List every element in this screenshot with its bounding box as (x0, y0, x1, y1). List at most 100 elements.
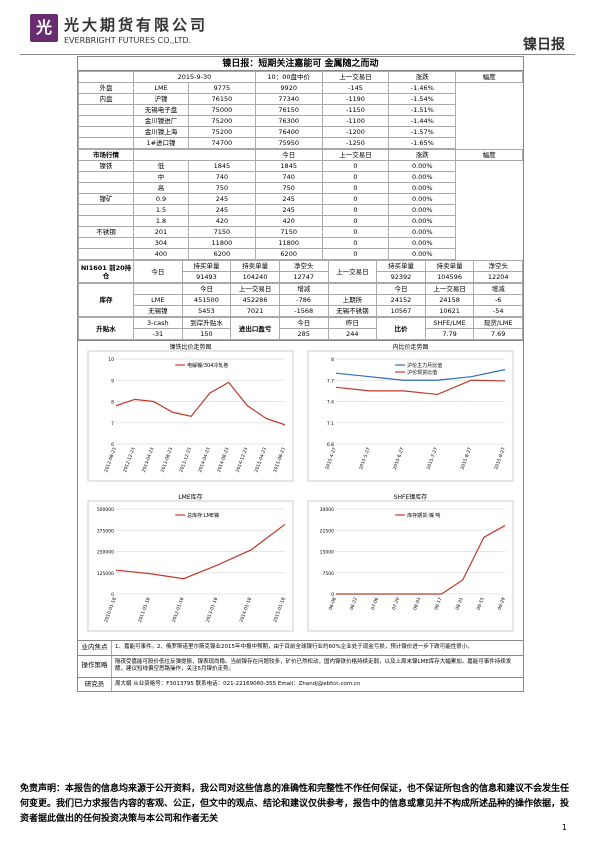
researcher-key: 研究员 (78, 677, 112, 691)
cell: 76150 (188, 93, 256, 105)
legend-label: 电解镍/304冷轧卷 (187, 362, 228, 369)
cell: 104596 (424, 271, 475, 283)
col-header: 上一交易日 (321, 149, 390, 161)
x-tick-label: 09-15 (476, 597, 486, 611)
researcher-row: 研究员 周大娟 从业资格号：F3013795 联系电话：021-22169060… (78, 676, 523, 691)
cell: 不锈钢 (78, 226, 134, 238)
report-title: 镍日报：短期关注嘉能可 金属随之而动 (78, 57, 523, 71)
cell: 0 (321, 182, 390, 194)
y-tick-label: 6.8 (327, 442, 334, 448)
cell: 76400 (254, 126, 323, 138)
cell: 245 (254, 193, 323, 205)
cell: -1200 (321, 126, 390, 138)
cell: 无锡镍 (133, 305, 183, 317)
cell: 低 (133, 160, 189, 172)
cell: 7.79 (424, 328, 475, 340)
y-tick-label: 6 (111, 442, 114, 448)
cell: 镍铁 (78, 160, 134, 172)
chart-title: SHFE镍库存 (394, 493, 428, 501)
cell: -1190 (321, 93, 390, 105)
cell: 0.9 (133, 193, 189, 205)
cell: 9920 (254, 82, 323, 94)
col-header: 进出口盈亏 (230, 317, 280, 340)
spot-table: 市场行情 今日 上一交易日 涨跌 幅度 镍铁低 1845 1845 0 0.00% 中 74… (78, 149, 523, 260)
cell: 400 (133, 248, 189, 260)
cell: 中 (133, 171, 189, 183)
col-header: 增减 (278, 283, 329, 295)
col-header: 涨跌 (388, 149, 457, 161)
chart-title: LME库存 (178, 493, 202, 501)
col-header: 到岸升贴水 (181, 317, 232, 329)
y-tick-label: 250000 (97, 550, 114, 556)
cell: 77340 (254, 93, 323, 105)
cell: 24158 (424, 294, 475, 306)
cell: -1100 (321, 115, 390, 127)
cell: 0.00% (388, 182, 457, 194)
cell: 0 (321, 215, 390, 227)
premium-table: 升贴水 3-cash 到岸升贴水 进出口盈亏 今日 昨日 比价 SHFE/LME… (78, 317, 523, 340)
cell: 高 (133, 182, 189, 194)
cell: 740 (254, 171, 323, 183)
cell: 76150 (254, 104, 323, 116)
strategy-key: 操作策略 (78, 655, 112, 677)
cell: 0 (321, 171, 390, 183)
spacer (78, 71, 134, 83)
cell: 0.00% (388, 226, 457, 238)
chart-frame (307, 500, 514, 632)
x-tick-label: 08-31 (455, 597, 465, 611)
page-header: 光 光大期货有限公司 EVERBRIGHT FUTURES CO.,LTD. 镍… (0, 0, 595, 56)
col-header: 幅度 (455, 71, 523, 83)
x-tick-label: 06-08 (328, 597, 338, 611)
cell (78, 248, 134, 260)
x-tick-label: 08-17 (433, 597, 443, 611)
cell: 0.00% (388, 215, 457, 227)
col-header: 今日 (376, 283, 426, 295)
pos-today: 今日 (133, 260, 183, 283)
cell: -1250 (321, 137, 390, 149)
col-header: 上一交易日 (230, 283, 280, 295)
news-row: 业内焦点 1、嘉能可事件。2、俄罗斯诺里尔斯克镍业2015年中报中预期，由于目前… (78, 640, 523, 655)
cell: 0.00% (388, 237, 457, 249)
cell: 91493 (181, 271, 232, 283)
cell: 245 (188, 204, 256, 216)
col-header: 今日 (254, 149, 323, 161)
section-label: 市场行情 (78, 149, 134, 161)
col-header: 10：00盘中价 (254, 71, 323, 83)
cell: LME (133, 294, 183, 306)
y-tick-label: 15000 (320, 550, 334, 556)
stock-label: 库存 (78, 283, 134, 317)
cell: 1#进口镍 (133, 137, 189, 149)
cell: 1845 (188, 160, 256, 172)
cell: 201 (133, 226, 189, 238)
x-tick-label: 07-06 (370, 597, 380, 611)
cell: -54 (473, 305, 523, 317)
cell: 0 (321, 226, 390, 238)
cell: 285 (278, 328, 329, 340)
cell (78, 182, 134, 194)
col-header: 幅度 (455, 149, 523, 161)
cell: 6200 (254, 248, 323, 260)
col-header: 今日 (278, 317, 329, 329)
cell: 1.8 (133, 215, 189, 227)
cell: 740 (188, 171, 256, 183)
cell: -1.54% (388, 93, 457, 105)
cell: 0.00% (388, 193, 457, 205)
cell (78, 215, 134, 227)
cell: 244 (327, 328, 378, 340)
y-tick-label: 8 (331, 357, 334, 363)
cell: 750 (254, 182, 323, 194)
cell: -145 (321, 82, 390, 94)
col-header: 持卖单量 (230, 260, 280, 272)
x-tick-label: 08-03 (412, 597, 422, 611)
report-body: 镍日报：短期关注嘉能可 金属随之而动 2015-9-30 10：00盘中价 上一… (77, 56, 524, 692)
disclaimer: 免责声明：本报告的信息均来源于公开资料，我公司对这些信息的准确性和完整性不作任何… (20, 784, 570, 824)
x-tick-label: 06-22 (349, 597, 359, 611)
page-number: 1 (561, 823, 567, 832)
cell: 24152 (376, 294, 426, 306)
cell: 451500 (181, 294, 232, 306)
pos-label: NI1601 前20持仓 (78, 260, 134, 283)
researcher-value: 周大娟 从业资格号：F3013795 联系电话：021-22169060-355… (115, 680, 361, 687)
header-rule (20, 54, 575, 55)
cell: 420 (188, 215, 256, 227)
y-tick-label: 30000 (320, 507, 334, 513)
